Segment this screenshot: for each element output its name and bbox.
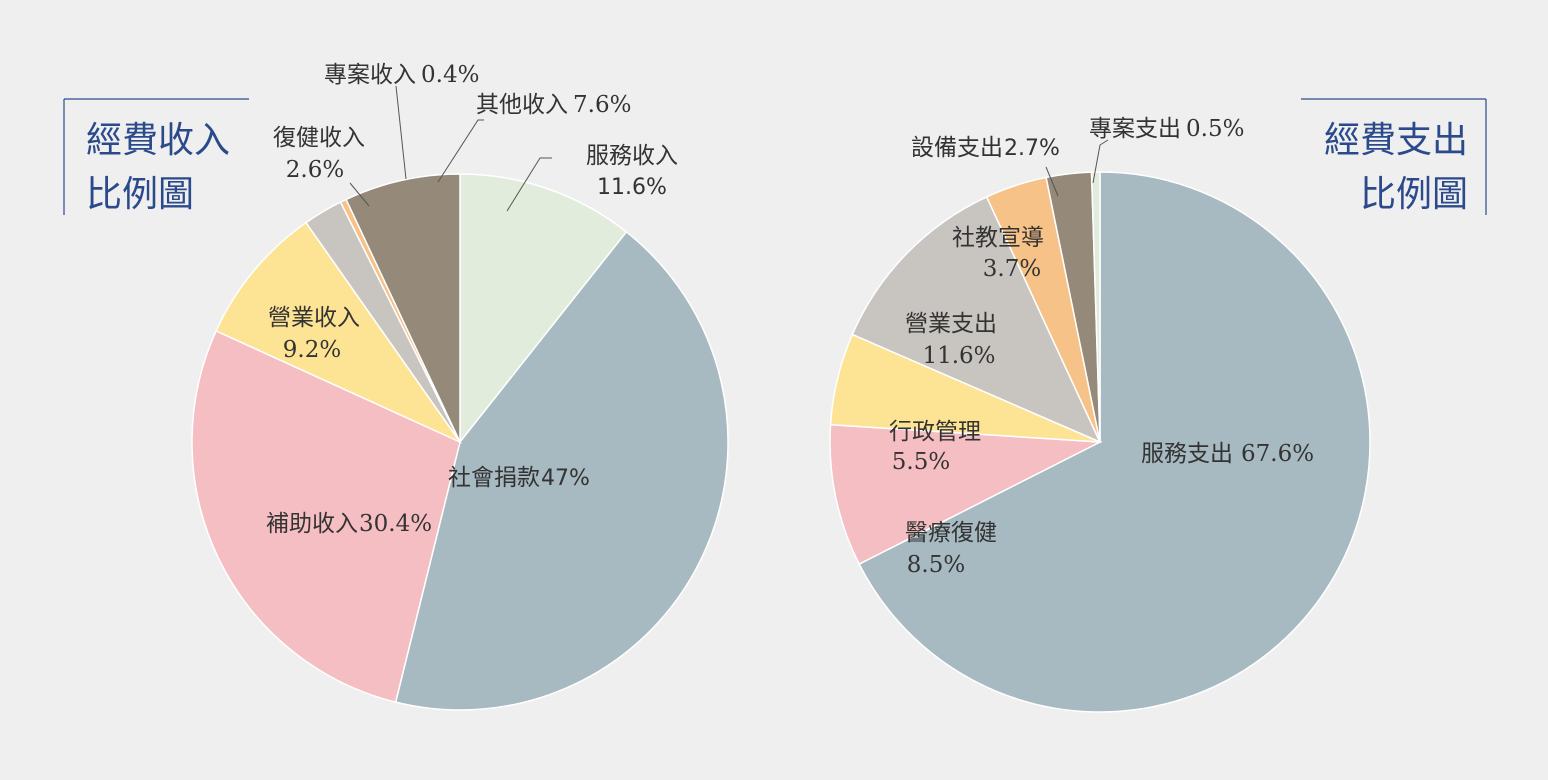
expense-label-admin: 行政管理 (889, 419, 981, 445)
income-title-line-1: 經費收入 (86, 120, 230, 161)
income-label-rehab: 復健收入 (273, 125, 365, 151)
expense-label-service: 服務支出 (1141, 441, 1233, 467)
expense-label-project: 專案支出 (1089, 116, 1181, 142)
income-title-line-2: 比例圖 (86, 174, 194, 215)
income-value-other: 7.6% (573, 92, 631, 118)
expense-value-admin: 5.5% (892, 449, 950, 475)
expense-slice-1 (829, 423, 1103, 566)
expense-slice-0 (858, 171, 1371, 713)
income-value-subsidy: 30.4% (359, 511, 432, 537)
expense-slice-6 (1090, 171, 1101, 443)
expense-label-equipment: 設備支出 (911, 135, 1003, 161)
income-slice-1 (394, 230, 729, 711)
income-label-business: 營業收入 (268, 305, 360, 331)
expense-value-equipment: 2.7% (1004, 136, 1060, 161)
expense-value-service: 67.6% (1241, 441, 1314, 467)
income-leader-lines (349, 85, 552, 212)
income-label-donation: 社會捐款 (448, 465, 540, 491)
expense-leader-lines (1045, 139, 1109, 197)
income-slice-3 (215, 221, 463, 444)
income-value-business: 9.2% (283, 337, 341, 363)
income-pie (191, 173, 729, 711)
income-slice-0 (459, 173, 628, 445)
income-value-service: 11.6% (597, 175, 667, 200)
income-labels: 服務收入 11.6% 社會捐款 47% 補助收入 30.4% 營業收入 9.2%… (266, 62, 678, 537)
income-value-rehab: 2.6% (286, 157, 344, 183)
income-label-project: 專案收入 (324, 62, 416, 88)
income-title-frame (63, 98, 249, 215)
expense-label-medical: 醫療復健 (905, 520, 997, 546)
expense-value-medical: 8.5% (907, 552, 965, 578)
expense-title-line-1: 經費支出 (1324, 120, 1468, 161)
income-label-service: 服務收入 (586, 143, 678, 169)
expense-title-frame (1301, 98, 1487, 215)
income-value-project: 0.4% (421, 62, 479, 88)
income-slice-2 (191, 329, 461, 704)
expense-value-business: 11.6% (922, 343, 995, 369)
expense-label-education: 社教宣導 (952, 225, 1044, 251)
expense-value-project: 0.5% (1186, 116, 1244, 142)
income-slice-6 (345, 173, 461, 443)
expense-labels: 服務支出 67.6% 醫療復健 8.5% 行政管理 5.5% 營業支出 11.6… (889, 116, 1314, 578)
income-label-other: 其他收入 (476, 92, 568, 118)
income-label-subsidy: 補助收入 (266, 511, 358, 537)
expense-slice-3 (851, 195, 1102, 444)
expense-label-business: 營業支出 (905, 311, 997, 337)
expense-title-line-2: 比例圖 (1360, 174, 1468, 215)
expense-value-education: 3.7% (983, 256, 1041, 282)
expense-pie (829, 171, 1371, 713)
income-value-donation: 47% (541, 466, 590, 491)
